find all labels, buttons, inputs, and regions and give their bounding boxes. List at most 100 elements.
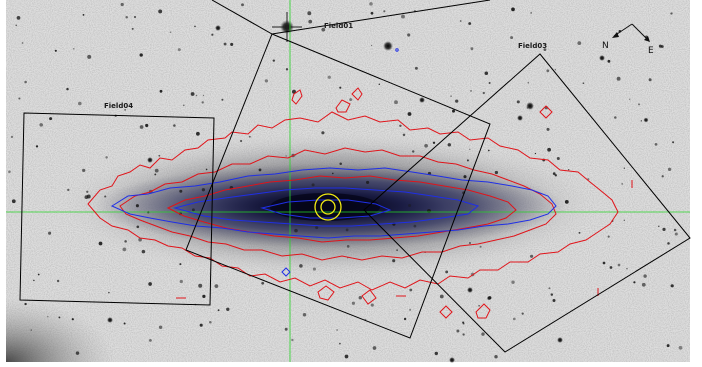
star [510,36,514,40]
star [291,338,294,342]
star [73,48,75,50]
star [432,141,436,144]
outer-isophote-contours [87,87,633,319]
star [411,150,415,153]
field-labels: Field01 Field03 Field04 [104,22,547,110]
star [621,182,624,185]
star [534,152,537,155]
star [370,44,373,47]
star [35,145,39,148]
star [408,203,412,208]
star [462,322,465,325]
star [125,16,128,19]
star [543,48,547,51]
bright-star [419,97,425,103]
compass-north-label: N [602,41,609,51]
star [447,143,452,147]
star [124,109,126,111]
star [414,66,418,70]
star [494,170,499,175]
star [139,125,144,129]
star [552,172,556,175]
star [487,296,492,300]
star [158,9,163,14]
star [33,279,35,282]
star [49,117,53,121]
star [158,154,161,157]
star [284,327,288,331]
star [145,123,149,128]
star [209,321,212,324]
star [223,42,227,46]
star [21,42,24,44]
star [623,167,625,169]
star [482,91,485,95]
bright-star [467,287,473,293]
star [401,14,405,19]
star [424,143,428,148]
star-field [8,2,683,363]
star [248,135,251,138]
center-outer-circle [314,193,342,221]
star [582,82,585,85]
star [299,264,303,268]
bright-star [215,25,221,31]
star [554,69,556,71]
star [641,282,646,287]
star [674,232,678,236]
star [285,155,287,157]
star [58,316,61,319]
star [396,249,398,251]
isophote-inner-1 [110,167,557,239]
star [105,156,108,159]
star [628,98,631,101]
bright-star [643,117,649,123]
star [407,112,412,116]
star [407,33,411,37]
star [173,124,176,127]
star [345,228,349,232]
star [321,27,326,32]
star [149,339,152,342]
star [199,323,203,327]
star [678,345,683,350]
star [439,294,444,299]
star [11,199,16,204]
star [56,279,60,283]
star [556,157,560,160]
star [617,263,621,267]
star [654,143,658,146]
star [195,94,198,97]
isophote-fragment [317,285,335,301]
star [481,332,485,336]
star [135,204,139,208]
field-footprints [19,0,691,353]
star [221,98,224,101]
star [662,227,666,231]
star [15,24,17,27]
star [47,316,49,318]
isophote-fragment [335,99,351,113]
bright-star [107,317,113,323]
bright-star [517,115,523,121]
star [122,247,127,252]
star [226,307,230,311]
isophote-outer-3 [166,175,517,243]
star [214,284,219,288]
star [466,159,469,162]
isophote-fragment [351,87,363,101]
bright-star [557,337,563,343]
star [530,254,534,258]
star [469,242,471,244]
bright-star [526,102,534,110]
star [10,135,14,139]
isophote-outer-2 [119,147,557,261]
star [194,25,196,28]
star [339,162,342,165]
star [315,226,319,230]
star [78,101,82,106]
compass: N E [602,23,654,56]
star [673,228,677,232]
star [312,267,316,271]
star [609,266,613,269]
